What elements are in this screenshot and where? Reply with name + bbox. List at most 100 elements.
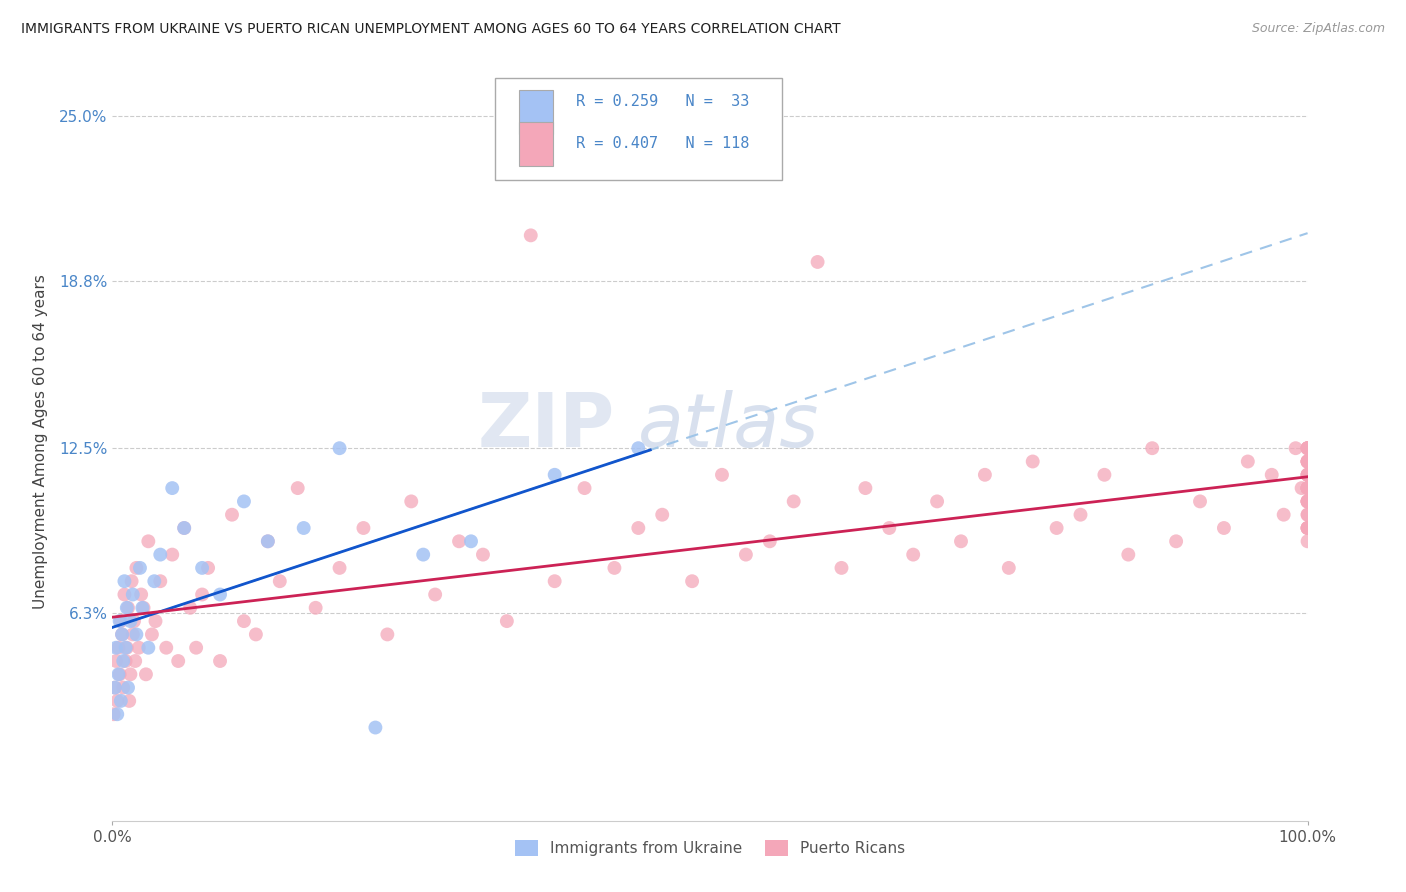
Point <box>287 481 309 495</box>
Point <box>460 534 482 549</box>
Point <box>108 667 131 681</box>
Point <box>1296 521 1319 535</box>
Point <box>1296 467 1319 482</box>
Point <box>1296 441 1319 455</box>
Point <box>759 534 782 549</box>
Point <box>412 548 434 562</box>
Point <box>574 481 596 495</box>
Point <box>364 721 387 735</box>
Point <box>305 600 328 615</box>
Point <box>117 681 139 695</box>
Point <box>129 561 152 575</box>
Point <box>1296 508 1319 522</box>
Point <box>173 521 195 535</box>
Point <box>472 548 495 562</box>
Point <box>112 654 135 668</box>
Point <box>998 561 1021 575</box>
Point <box>128 640 150 655</box>
Point <box>1296 454 1319 468</box>
Point <box>1296 454 1319 468</box>
Point <box>117 600 139 615</box>
Point <box>1296 494 1319 508</box>
Point <box>1237 454 1260 468</box>
Point <box>1189 494 1212 508</box>
Point <box>353 521 375 535</box>
Point <box>329 441 352 455</box>
Point <box>1070 508 1092 522</box>
Point <box>167 654 190 668</box>
Point <box>173 521 195 535</box>
Point <box>129 587 152 601</box>
Legend: Immigrants from Ukraine, Puerto Ricans: Immigrants from Ukraine, Puerto Ricans <box>509 834 911 863</box>
Point <box>143 574 166 589</box>
Point <box>1296 494 1319 508</box>
Point <box>449 534 471 549</box>
Point <box>425 587 447 601</box>
Text: R = 0.407   N = 118: R = 0.407 N = 118 <box>576 136 749 151</box>
Point <box>1022 454 1045 468</box>
Point <box>138 640 160 655</box>
Point <box>1296 441 1319 455</box>
Point <box>120 667 142 681</box>
Point <box>114 654 136 668</box>
Point <box>141 627 163 641</box>
Point <box>879 521 901 535</box>
Point <box>711 467 734 482</box>
Point <box>105 694 128 708</box>
Point <box>269 574 291 589</box>
Point <box>1296 454 1319 468</box>
Point <box>191 561 214 575</box>
Point <box>1296 467 1319 482</box>
Point <box>221 508 243 522</box>
Point <box>651 508 673 522</box>
Point <box>1296 494 1319 508</box>
Point <box>1142 441 1164 455</box>
Point <box>257 534 280 549</box>
Point <box>245 627 267 641</box>
Point <box>543 574 565 589</box>
Point <box>149 548 172 562</box>
Point <box>1118 548 1140 562</box>
Point <box>257 534 280 549</box>
Point <box>104 681 127 695</box>
Point <box>105 707 128 722</box>
Point <box>681 574 703 589</box>
Point <box>1291 481 1313 495</box>
Point <box>1296 521 1319 535</box>
Point <box>121 627 143 641</box>
Point <box>115 600 138 615</box>
Point <box>735 548 758 562</box>
Point <box>120 614 142 628</box>
Point <box>114 574 135 589</box>
Point <box>110 614 132 628</box>
FancyBboxPatch shape <box>519 90 554 135</box>
Point <box>115 640 138 655</box>
Point <box>783 494 806 508</box>
Point <box>135 667 157 681</box>
Point <box>1296 441 1319 455</box>
Y-axis label: Unemployment Among Ages 60 to 64 years: Unemployment Among Ages 60 to 64 years <box>34 274 48 609</box>
Point <box>103 707 125 722</box>
Point <box>401 494 423 508</box>
Point <box>118 694 141 708</box>
Text: Source: ZipAtlas.com: Source: ZipAtlas.com <box>1251 22 1385 36</box>
Point <box>903 548 925 562</box>
Point <box>1094 467 1116 482</box>
Point <box>108 614 131 628</box>
Point <box>1296 441 1319 455</box>
Point <box>1296 521 1319 535</box>
Point <box>233 614 256 628</box>
Point <box>520 228 543 243</box>
Point <box>1296 494 1319 508</box>
Point <box>1285 441 1308 455</box>
Point <box>543 467 565 482</box>
Point <box>831 561 853 575</box>
Point <box>807 255 830 269</box>
Text: ZIP: ZIP <box>477 390 614 463</box>
Point <box>974 467 997 482</box>
Point <box>1272 508 1295 522</box>
Point <box>209 587 232 601</box>
Point <box>125 561 148 575</box>
Point <box>155 640 177 655</box>
Point <box>107 640 129 655</box>
